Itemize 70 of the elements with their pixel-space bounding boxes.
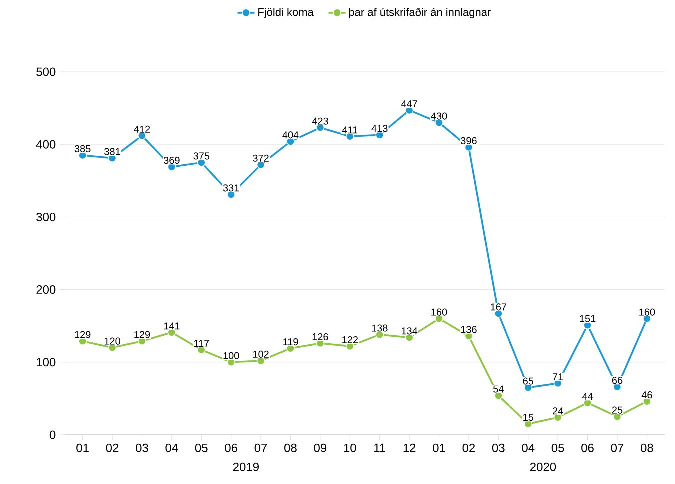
data-label: 44 <box>582 393 594 400</box>
text: 2020 <box>530 462 556 472</box>
data-label: 396 <box>460 137 477 144</box>
data-label: 413 <box>372 125 388 132</box>
x-tick-label: 12 <box>404 444 416 452</box>
data-label: 24 <box>553 408 564 415</box>
x-tick-label: 02 <box>106 444 119 452</box>
y-tick-label: 0 <box>50 430 56 440</box>
data-label: 71 <box>553 374 564 380</box>
data-label: 375 <box>194 152 210 160</box>
x-tick-label: 07 <box>611 444 624 452</box>
data-label: 151 <box>580 315 596 322</box>
data-label: 117 <box>194 340 210 348</box>
data-label: 100 <box>224 352 240 360</box>
data-label: 385 <box>74 145 91 152</box>
data-label: 122 <box>342 336 358 344</box>
data-label: 160 <box>640 308 656 316</box>
data-label: 167 <box>491 304 507 311</box>
x-tick-label: 02 <box>462 444 476 452</box>
data-label: 120 <box>104 338 120 345</box>
data-label: 160 <box>432 308 448 316</box>
x-tick-label: 05 <box>195 444 208 452</box>
data-label: 65 <box>523 378 534 385</box>
data-label: 381 <box>104 148 120 156</box>
data-label: 46 <box>642 392 652 399</box>
y-tick-label: 300 <box>36 212 56 222</box>
x-tick-label: 11 <box>374 444 386 452</box>
data-label: 138 <box>372 324 388 332</box>
data-label: 447 <box>401 100 418 108</box>
x-tick-label: 06 <box>582 444 594 452</box>
data-label: 136 <box>461 326 477 334</box>
y-tick-label: 200 <box>36 286 56 294</box>
text: 2019 <box>233 462 259 472</box>
data-label: 54 <box>494 386 504 393</box>
data-label: 404 <box>282 132 299 139</box>
x-tick-label: 04 <box>166 444 178 452</box>
data-label: 102 <box>253 350 269 358</box>
legend-label: Fjöldi koma <box>258 8 314 18</box>
x-tick-label: 08 <box>640 444 654 452</box>
x-tick-label: 03 <box>492 444 505 452</box>
data-label: 15 <box>524 414 534 422</box>
data-label: 126 <box>312 333 328 341</box>
data-label: 369 <box>164 157 180 164</box>
data-label: 66 <box>612 377 623 384</box>
data-label: 129 <box>75 331 91 338</box>
y-tick-label: 500 <box>36 68 56 76</box>
x-tick-label: 10 <box>344 444 356 452</box>
x-tick-label: 08 <box>284 444 297 452</box>
data-label: 119 <box>284 338 298 346</box>
data-label: 423 <box>312 118 328 125</box>
x-tick-label: 01 <box>433 444 446 452</box>
y-tick-label: 100 <box>37 358 56 367</box>
data-label: 411 <box>342 126 358 134</box>
data-label: 25 <box>612 406 623 414</box>
x-tick-label: 05 <box>552 444 564 452</box>
data-label: 372 <box>253 154 269 162</box>
x-tick-label: 04 <box>522 444 535 452</box>
data-label: 412 <box>134 126 150 133</box>
data-label: 430 <box>431 112 448 120</box>
x-tick-label: 01 <box>76 444 89 452</box>
data-label: 141 <box>164 322 180 330</box>
y-tick-label: 400 <box>36 140 56 149</box>
x-tick-label: 09 <box>314 444 327 452</box>
data-label: 331 <box>223 184 240 192</box>
x-tick-label: 07 <box>254 444 268 452</box>
x-tick-label: 06 <box>225 444 238 452</box>
legend-label: þar af útskrifaðir án innlagnar <box>349 8 491 18</box>
data-label: 134 <box>402 328 418 335</box>
x-tick-label: 03 <box>136 444 148 452</box>
data-label: 129 <box>134 331 150 338</box>
